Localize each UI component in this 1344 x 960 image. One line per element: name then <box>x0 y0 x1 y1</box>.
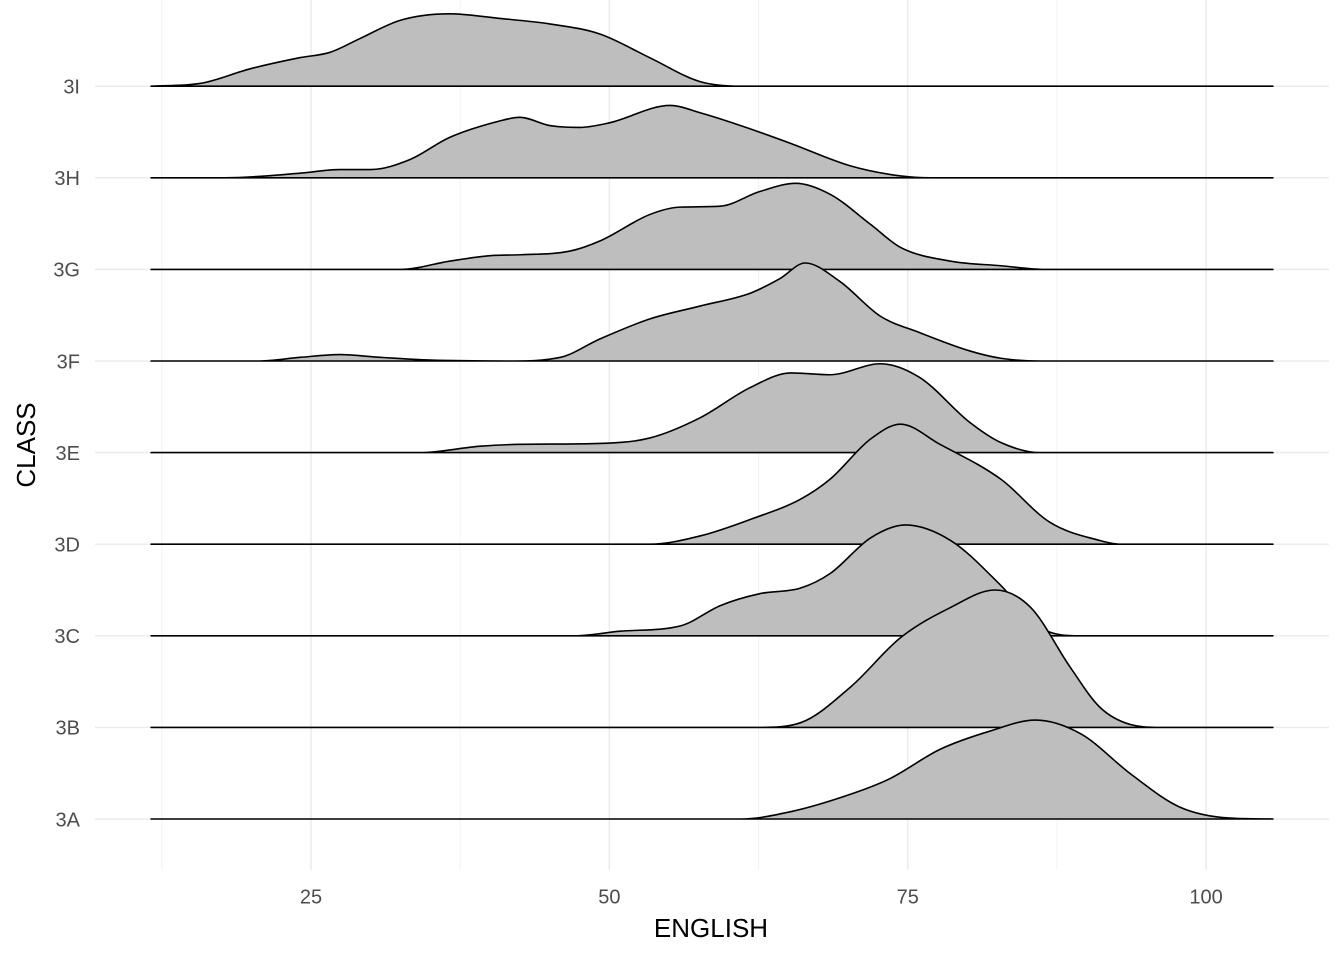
labels: 25 50 75 100 3A 3B 3C 3D 3E 3F 3G 3H 3I <box>53 76 1222 908</box>
x-axis-title: ENGLISH <box>654 913 768 943</box>
x-tick-label: 25 <box>300 886 322 908</box>
ridge <box>150 262 1274 362</box>
y-tick-label: 3C <box>54 626 80 648</box>
y-tick-label: 3F <box>57 351 80 373</box>
y-tick-label: 3A <box>56 809 81 831</box>
y-tick-label: 3D <box>54 534 80 556</box>
ridge <box>150 423 1274 546</box>
y-tick-label: 3I <box>63 76 80 98</box>
ridges <box>150 13 1274 820</box>
ridge <box>150 589 1274 729</box>
ridge <box>150 182 1274 271</box>
x-tick-label: 75 <box>897 886 919 908</box>
ridge <box>150 719 1274 820</box>
ridge <box>150 104 1274 179</box>
x-tick-label: 50 <box>598 886 620 908</box>
y-axis-title: CLASS <box>11 402 41 487</box>
y-tick-label: 3H <box>54 168 80 190</box>
ridge <box>150 13 1274 88</box>
y-tick-label: 3G <box>53 260 80 282</box>
ridge <box>150 362 1274 454</box>
x-tick-label: 100 <box>1189 886 1222 908</box>
y-tick-label: 3E <box>56 443 80 465</box>
y-tick-label: 3B <box>56 718 80 740</box>
